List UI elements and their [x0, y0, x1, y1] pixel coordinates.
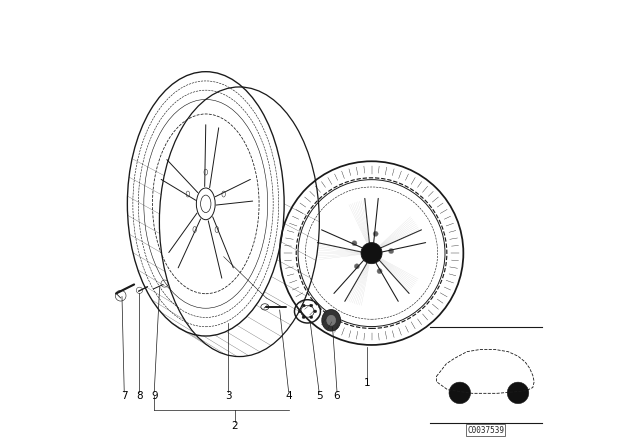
Text: 9: 9: [151, 392, 157, 401]
Circle shape: [449, 382, 470, 404]
Ellipse shape: [310, 304, 313, 307]
Ellipse shape: [322, 310, 340, 331]
Text: 7: 7: [121, 392, 127, 401]
Text: 4: 4: [285, 392, 292, 401]
Text: 8: 8: [136, 392, 143, 401]
Text: 3: 3: [225, 392, 232, 401]
Ellipse shape: [302, 316, 305, 319]
Text: 1: 1: [364, 378, 371, 388]
Ellipse shape: [327, 315, 336, 325]
Circle shape: [388, 249, 394, 254]
Circle shape: [373, 231, 378, 237]
Text: 5: 5: [316, 392, 323, 401]
Text: 6: 6: [333, 392, 340, 401]
Ellipse shape: [298, 310, 301, 313]
Ellipse shape: [302, 304, 305, 307]
Ellipse shape: [310, 316, 313, 319]
Circle shape: [377, 269, 382, 274]
Text: 2: 2: [232, 422, 238, 431]
Circle shape: [355, 264, 360, 269]
Circle shape: [352, 241, 357, 246]
Ellipse shape: [314, 310, 317, 313]
Circle shape: [508, 382, 529, 404]
Circle shape: [361, 242, 382, 264]
Text: C0037539: C0037539: [467, 426, 504, 435]
